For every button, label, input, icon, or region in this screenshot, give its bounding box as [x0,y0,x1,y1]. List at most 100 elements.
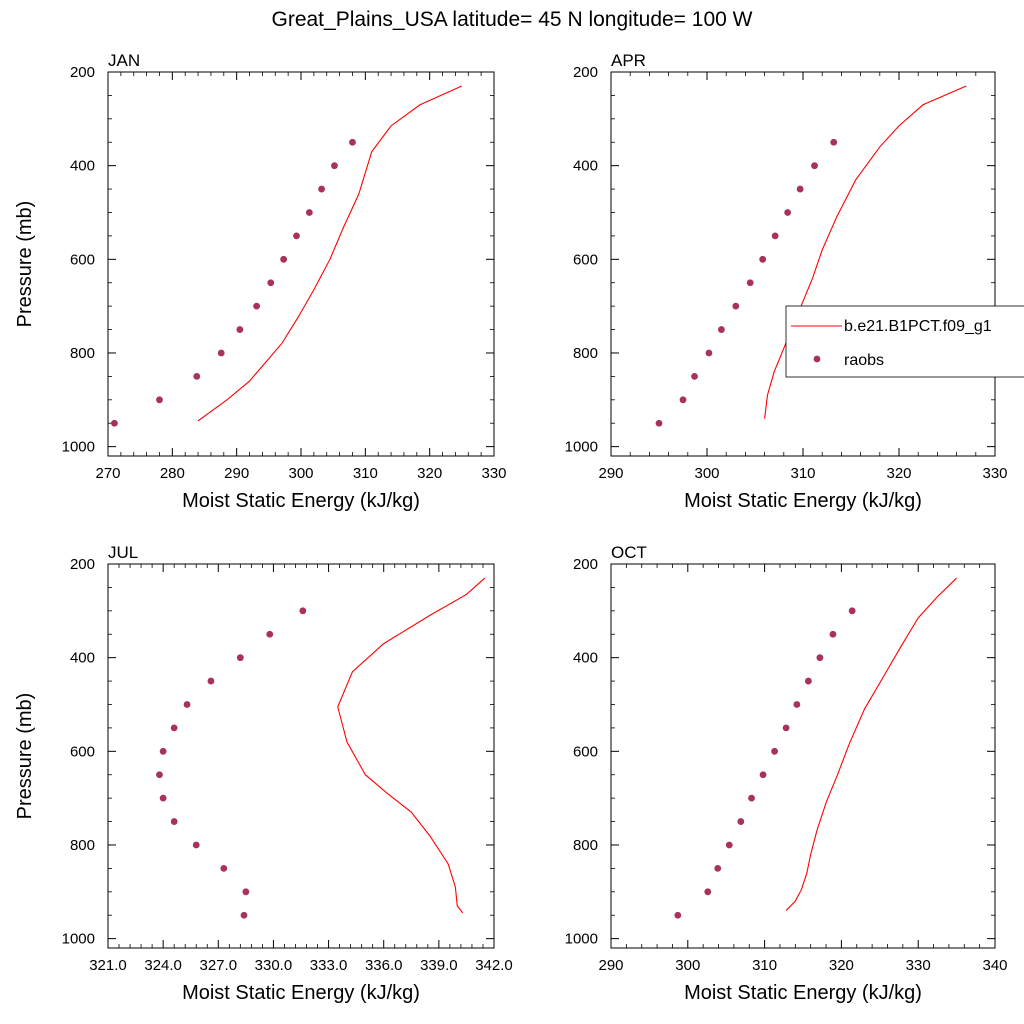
x-tick-label: 310 [353,465,378,482]
x-tick-label: 336.0 [365,957,403,974]
obs-point [193,372,201,380]
obs-point [718,326,725,333]
legend-box [785,305,1024,378]
panel-label: APR [611,51,646,70]
plot-frame [610,71,996,457]
obs-point [704,888,712,896]
x-tick-label: 300 [675,957,700,974]
obs-point [236,654,244,662]
obs-point [811,162,818,170]
x-tick-label: 310 [790,465,815,482]
x-tick-label: 290 [224,465,249,482]
y-tick-label: 400 [573,158,598,175]
y-axis-title: Pressure (mb) [14,201,36,328]
y-tick-label: 400 [70,158,95,175]
obs-point [170,818,178,825]
x-tick-label: 290 [598,957,623,974]
obs-point [691,372,698,380]
y-axis-title: Pressure (mb) [14,693,36,820]
x-tick-label: 342.0 [475,957,513,974]
obs-point [217,349,225,357]
obs-point [240,911,248,919]
obs-point [705,349,713,357]
obs-point [266,630,274,638]
model-line [197,85,463,422]
x-tick-label: 300 [694,465,719,482]
x-tick-label: 300 [288,465,313,482]
x-tick-label: 330 [982,465,1007,482]
x-tick-label: 330 [481,465,506,482]
x-tick-label: 280 [160,465,185,482]
legend: b.e21.B1PCT.f09_g1 raobs [785,305,1024,378]
y-tick-label: 1000 [62,439,95,456]
y-tick-label: 800 [573,837,598,854]
panel-label: JUL [108,543,138,562]
obs-point [732,302,740,310]
x-axis-title: Moist Static Energy (kJ/kg) [182,490,420,512]
obs-point [236,326,244,333]
y-tick-label: 800 [70,345,95,362]
obs-point [725,841,733,849]
model-line [337,577,486,914]
obs-point [737,818,745,825]
obs-point [305,209,313,216]
obs-point [848,607,856,615]
model-line [764,85,967,419]
y-tick-label: 200 [573,64,598,81]
y-tick-label: 200 [70,64,95,81]
obs-point [793,701,801,708]
obs-point [156,396,163,404]
x-tick-label: 340 [982,957,1007,974]
obs-point [159,794,167,802]
obs-point [748,794,755,802]
y-tick-label: 800 [70,837,95,854]
obs-point [220,864,228,872]
legend-label-model: b.e21.B1PCT.f09_g1 [844,318,992,335]
legend-marker-swatch [813,355,821,363]
obs-point [192,841,200,849]
obs-point [784,209,792,216]
x-tick-label: 324.0 [144,957,182,974]
x-axis-title: Moist Static Energy (kJ/kg) [684,982,922,1004]
x-tick-label: 321.0 [89,957,127,974]
plot-frame [107,71,495,457]
x-tick-label: 330 [906,957,931,974]
obs-point [349,138,356,146]
obs-point [759,771,767,779]
obs-point [655,419,663,427]
figure-title: Great_Plains_USA latitude= 45 N longitud… [272,8,753,31]
obs-point [293,232,300,240]
obs-point [183,701,191,708]
y-tick-label: 1000 [62,931,95,948]
obs-point [280,255,288,263]
obs-point [782,724,790,732]
x-tick-label: 320 [886,465,911,482]
obs-point [804,677,812,685]
obs-point [679,396,687,404]
obs-point [746,279,754,287]
panel-label: OCT [611,543,647,562]
obs-point [830,138,838,146]
obs-point [714,864,722,872]
x-tick-label: 310 [752,957,777,974]
obs-point [267,279,275,287]
plot-frame [107,563,495,949]
model-line [785,577,957,911]
y-tick-label: 200 [70,556,95,573]
plot-frame [610,563,996,949]
y-tick-label: 1000 [565,931,598,948]
legend-label-raobs: raobs [844,352,884,369]
x-tick-label: 330.0 [255,957,293,974]
obs-point [759,255,767,263]
obs-point [318,185,325,193]
y-tick-label: 200 [573,556,598,573]
y-tick-label: 1000 [565,439,598,456]
x-tick-label: 339.0 [420,957,458,974]
obs-point [111,419,118,427]
obs-point [771,747,778,755]
x-axis-title: Moist Static Energy (kJ/kg) [182,982,420,1004]
obs-point [796,185,804,193]
y-tick-label: 600 [70,743,95,760]
obs-point [816,654,824,662]
